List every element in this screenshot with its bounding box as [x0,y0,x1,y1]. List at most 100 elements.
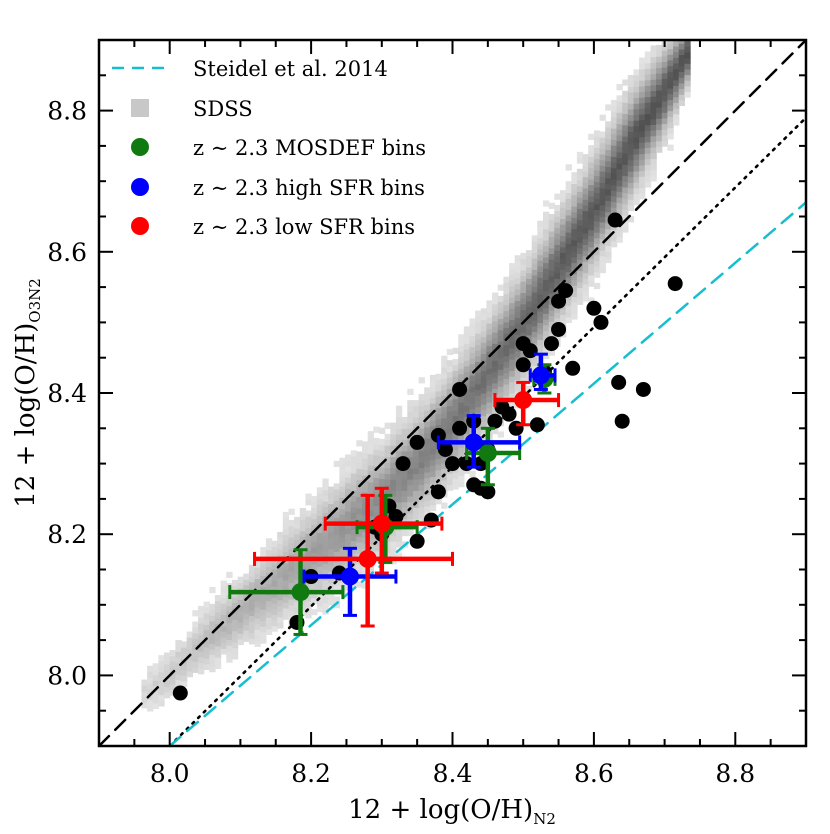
sdss-pixel [350,484,357,491]
sdss-pixel [203,663,210,670]
galaxy-point [667,276,683,292]
sdss-pixel [588,241,595,248]
sdss-pixel [616,106,623,113]
sdss-pixel [231,585,239,592]
sdss-pixel [311,563,318,571]
sdss-pixel [475,384,482,391]
sdss-pixel [367,448,374,455]
sdss-pixel [469,374,476,382]
sdss-pixel [616,129,623,136]
sdss-pixel [367,487,374,494]
sdss-pixel [220,648,227,655]
sdss-pixel [543,262,550,269]
sdss-pixel [475,372,482,379]
legend-item: SDSS [131,97,253,121]
sdss-pixel [186,659,193,666]
sdss-pixel [367,436,374,443]
sdss-pixel [644,170,652,177]
sdss-pixel [435,379,442,386]
sdss-pixel [497,312,504,319]
sdss-pixel [497,295,504,303]
sdss-pixel [554,255,561,262]
sdss-pixel [152,674,159,681]
sdss-pixel [429,459,437,466]
sdss-pixel [656,118,663,125]
sdss-pixel [350,552,357,559]
sdss-pixel [639,164,646,172]
sdss-pixel [429,397,437,404]
sdss-pixel [486,407,493,414]
sdss-pixel [588,246,595,253]
sdss-pixel [650,107,657,114]
sdss-pixel [576,168,584,175]
sdss-pixel [543,285,550,292]
sdss-pixel [656,135,663,142]
sdss-pixel [441,468,448,475]
sdss-pixel [673,51,680,58]
sdss-pixel [554,278,561,285]
sdss-pixel [458,447,465,454]
sdss-pixel [356,513,363,520]
sdss-pixel [543,279,550,286]
sdss-pixel [514,351,521,358]
sdss-pixel [480,336,488,343]
sdss-pixel [667,26,673,32]
sdss-pixel [622,124,629,131]
sdss-pixel [203,629,210,637]
sdss-pixel [610,128,618,135]
sdss-pixel [571,223,578,230]
sdss-pixel [469,346,476,353]
sdss-pixel [593,169,601,177]
sdss-pixel [548,276,555,283]
sdss-pixel [418,416,425,423]
sdss-pixel [367,442,374,449]
sdss-pixel [248,615,256,622]
sdss-pixel [610,111,618,118]
sdss-pixel [644,62,652,69]
sdss-pixel [407,422,414,429]
sdss-pixel [271,552,278,559]
sdss-pixel [650,169,657,176]
sdss-pixel [469,358,476,365]
sdss-pixel [599,204,606,212]
sdss-pixel [248,609,256,617]
sdss-pixel [452,483,459,490]
x-tick-label: 8.0 [150,759,190,788]
sdss-pixel [243,613,250,620]
sdss-pixel [356,457,363,464]
sdss-pixel [339,581,346,589]
sdss-pixel [328,560,335,567]
sdss-pixel [198,656,205,663]
sdss-pixel [469,397,476,404]
sdss-pixel [435,498,442,505]
legend-label: SDSS [193,97,253,121]
sdss-pixel [661,89,669,96]
sdss-pixel [322,608,329,615]
sdss-pixel [593,158,601,165]
sdss-pixel [644,113,652,120]
sdss-pixel [175,679,182,686]
sdss-pixel [554,238,561,245]
sdss-pixel [543,352,550,360]
sdss-pixel [305,550,312,557]
sdss-pixel [576,157,584,164]
sdss-pixel [277,577,284,584]
sdss-pixel [610,178,618,186]
sdss-pixel [605,155,612,162]
sdss-pixel [446,388,454,395]
sdss-pixel [435,464,442,471]
sdss-pixel [565,311,572,318]
sdss-pixel [486,328,493,335]
sdss-pixel [322,591,329,598]
sdss-pixel [158,672,165,679]
sdss-pixel [622,175,629,182]
sdss-pixel [565,316,572,323]
sdss-pixel [311,524,318,531]
sdss-pixel [424,426,431,434]
sdss-pixel [486,373,493,380]
sdss-pixel [362,565,369,572]
sdss-pixel [328,537,335,544]
sdss-pixel [305,493,312,500]
sdss-pixel [362,446,369,454]
x-tick-label: 8.8 [715,759,755,788]
